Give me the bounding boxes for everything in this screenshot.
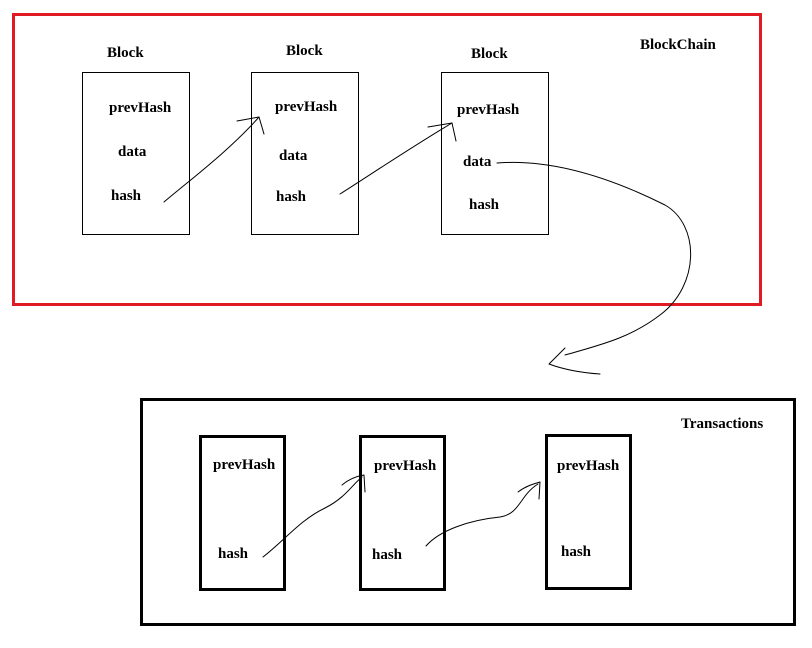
arrow-block1-to-block2 [164, 117, 259, 202]
arrow-tx2-to-tx3 [426, 484, 538, 546]
arrowhead-block1-to-block2 [237, 117, 264, 134]
arrowhead-block2-to-block3 [428, 123, 456, 141]
arrow-tx1-to-tx2 [263, 477, 362, 557]
arrow-block2-to-block3 [340, 123, 452, 194]
arrow-data-to-transactions [497, 162, 691, 355]
